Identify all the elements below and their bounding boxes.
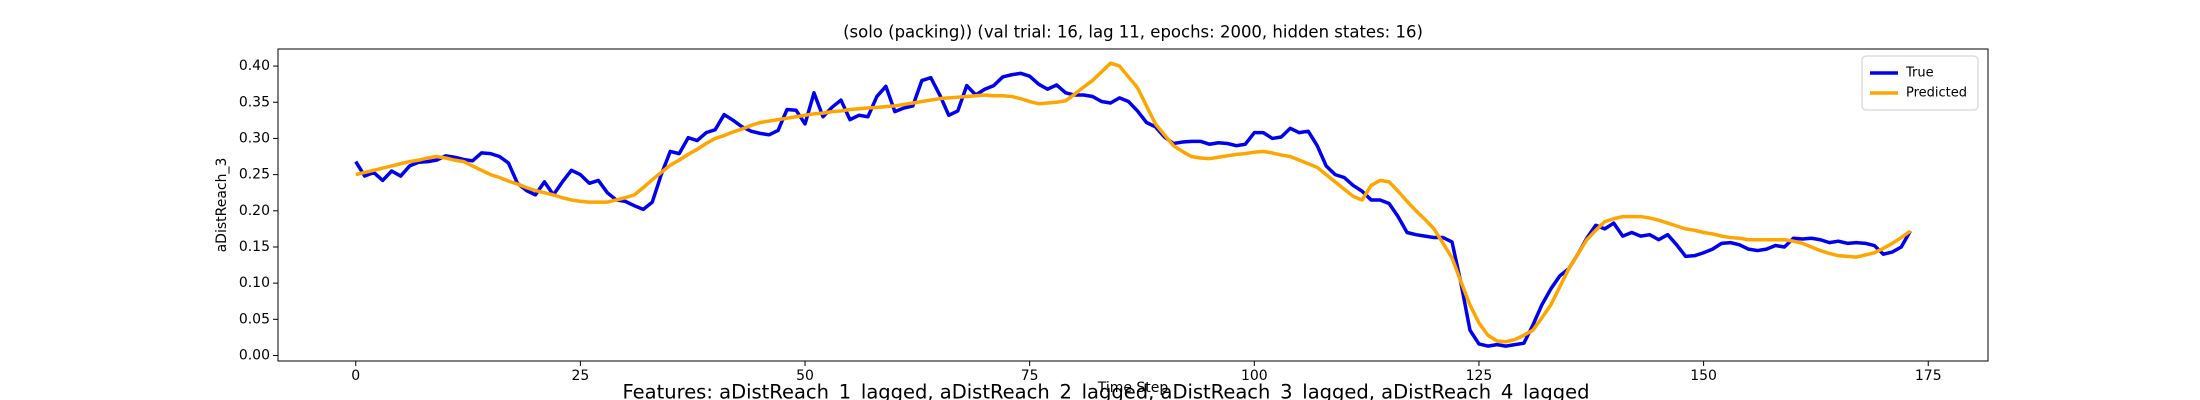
y-tick-label: 0.20 [239, 203, 270, 219]
y-axis-label: aDistReach_3 [214, 158, 230, 253]
x-tick-label: 50 [796, 368, 814, 384]
x-axis-label: Time Step [1097, 380, 1169, 396]
y-tick-label: 0.00 [239, 348, 270, 364]
legend: True Predicted [1861, 55, 1979, 111]
y-tick-label: 0.10 [239, 275, 270, 291]
legend-label: True [1905, 66, 1934, 81]
legend-label: Predicted [1906, 86, 1967, 101]
plot-frame [277, 48, 1989, 362]
x-tick-label: 75 [1021, 368, 1039, 384]
x-tick-label: 100 [1241, 368, 1268, 384]
y-tick-label: 0.25 [239, 167, 270, 183]
footer-text: Features: aDistReach_1_lagged, aDistReac… [623, 381, 1590, 400]
x-tick-label: 175 [1915, 368, 1942, 384]
x-tick-label: 0 [351, 368, 360, 384]
x-tick-label: 25 [571, 368, 589, 384]
x-tick-label: 150 [1690, 368, 1717, 384]
x-tick-label: 125 [1466, 368, 1493, 384]
legend-box [1861, 55, 1979, 111]
chart-title: (solo (packing)) (val trial: 16, lag 11,… [843, 23, 1423, 42]
y-tick-label: 0.40 [239, 58, 270, 74]
y-tick-label: 0.35 [239, 94, 270, 110]
y-tick-label: 0.15 [239, 239, 270, 255]
y-tick-label: 0.05 [239, 311, 270, 327]
y-tick-label: 0.30 [239, 130, 270, 146]
series-line [355, 61, 1912, 344]
